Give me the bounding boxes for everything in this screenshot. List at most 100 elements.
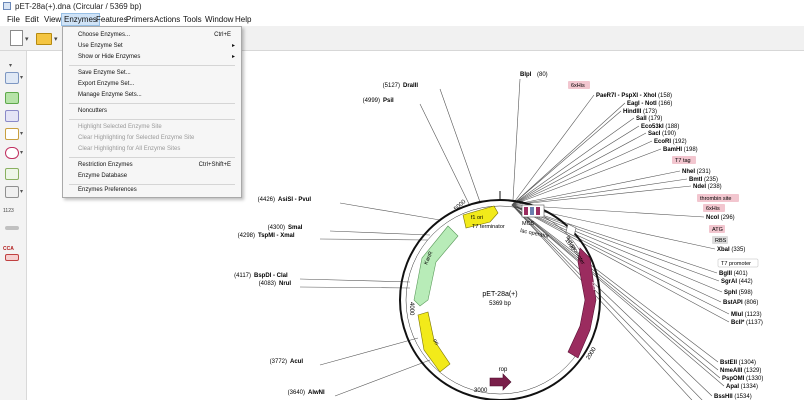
site-name[interactable]: HindIII <box>623 109 643 115</box>
site-name[interactable]: NheI <box>682 169 697 175</box>
site-saci[interactable]: SacI (190) <box>648 131 676 137</box>
site-bamhi[interactable]: BamHI (198) <box>663 147 698 153</box>
site-name[interactable]: BmtI <box>689 177 704 183</box>
site-name-psii[interactable]: PsiI <box>383 98 394 104</box>
site-name-smai[interactable]: SmaI <box>288 225 303 231</box>
translation-icon[interactable]: CCA <box>3 246 14 252</box>
site-nhei[interactable]: NheI (231) <box>682 169 711 175</box>
menu-item-manage-enzyme-sets[interactable]: Manage Enzyme Sets... <box>63 90 241 101</box>
site-sali[interactable]: SalI (179) <box>636 116 662 122</box>
site-bsshii[interactable]: BssHII (1534) <box>714 394 752 400</box>
menu-edit[interactable]: Edit <box>25 15 39 24</box>
site-mlui[interactable]: MluI (1123) <box>731 312 762 318</box>
site-name[interactable]: SgrAI <box>721 279 739 285</box>
site-nmeaiii[interactable]: NmeAIII (1329) <box>720 368 761 374</box>
site-name[interactable]: BclI* <box>731 320 746 326</box>
feature-kanr[interactable] <box>413 225 459 307</box>
menu-window[interactable]: Window <box>205 15 234 24</box>
open-folder-icon[interactable] <box>36 33 52 45</box>
orf-icon[interactable] <box>5 254 19 261</box>
enzymes-view-icon[interactable] <box>5 110 19 122</box>
menu-view[interactable]: View <box>44 15 62 24</box>
menu-item-export-enzyme-set[interactable]: Export Enzyme Set... <box>63 79 241 90</box>
primers-dropdown-icon[interactable]: ▾ <box>20 150 24 156</box>
left-toolbar-chevron-icon[interactable]: ▾ <box>9 63 13 69</box>
site-name[interactable]: EcoRI <box>654 139 673 145</box>
history-view-icon[interactable] <box>5 168 19 180</box>
site-name-asisi[interactable]: AsiSI - PvuI <box>278 197 311 203</box>
feature-rop[interactable] <box>489 373 512 391</box>
site-bstapi[interactable]: BstAPI (806) <box>723 300 758 306</box>
menu-enzymes[interactable]: Enzymes <box>61 13 100 26</box>
primers-view-icon[interactable] <box>5 147 19 159</box>
site-ecori[interactable]: EcoRI (192) <box>654 139 687 145</box>
site-name[interactable]: SalI <box>636 116 648 122</box>
site-sphi[interactable]: SphI (598) <box>724 290 753 296</box>
features-dropdown-icon[interactable]: ▾ <box>20 131 24 137</box>
open-dropdown-icon[interactable]: ▾ <box>54 36 58 43</box>
site-name-acui[interactable]: AcuI <box>290 359 303 365</box>
site-name[interactable]: BglII <box>719 271 734 277</box>
new-document-icon[interactable] <box>10 30 23 46</box>
site-pspomi[interactable]: PspOMI (1330) <box>722 376 763 382</box>
site-name[interactable]: XbaI <box>717 247 731 253</box>
menu-help[interactable]: Help <box>235 15 252 24</box>
site-eagi-noti[interactable]: EagI - NotI (166) <box>627 101 672 107</box>
site-name[interactable]: PspOMI <box>722 376 746 382</box>
site-name[interactable]: Eco53kI <box>641 124 665 130</box>
site-sgrai[interactable]: SgrAI (442) <box>721 279 753 285</box>
site-name-bspdi[interactable]: BspDI - ClaI <box>254 273 288 279</box>
feature-laci-promoter[interactable] <box>565 223 577 237</box>
feature-ori[interactable] <box>417 311 451 373</box>
menu-tools[interactable]: Tools <box>183 15 202 24</box>
menu-item-noncutters[interactable]: Noncutters <box>63 106 241 117</box>
site-xbai[interactable]: XbaI (335) <box>717 247 745 253</box>
menu-file[interactable]: File <box>7 15 20 24</box>
menu-item-save-enzyme-set[interactable]: Save Enzyme Set... <box>63 68 241 79</box>
menu-item-enzymes-preferences[interactable]: Enzymes Preferences <box>63 185 241 196</box>
site-bcli[interactable]: BclI* (1137) <box>731 320 763 326</box>
site-name-tspmi[interactable]: TspMI - XmaI <box>258 233 295 239</box>
site-name[interactable]: MluI <box>731 312 745 318</box>
site-paer7i-pspxi-xhoi[interactable]: PaeR7I - PspXI - XhoI (158) <box>596 93 672 99</box>
ruler-icon[interactable] <box>5 226 19 230</box>
site-bsteii[interactable]: BstEII (1304) <box>720 360 756 366</box>
zoom-icon[interactable] <box>5 186 19 198</box>
site-apai[interactable]: ApaI (1334) <box>726 384 758 390</box>
site-name[interactable]: SacI <box>648 131 662 137</box>
site-name[interactable]: BamHI <box>663 147 684 153</box>
sequence-view-icon[interactable] <box>5 92 19 104</box>
site-name[interactable]: NcoI <box>706 215 721 221</box>
site-name-blpi[interactable]: BlpI <box>520 72 532 78</box>
zoom-dropdown-icon[interactable]: ▾ <box>20 189 24 195</box>
features-view-icon[interactable] <box>5 128 19 140</box>
new-dropdown-icon[interactable]: ▾ <box>25 36 29 43</box>
menu-item-enzyme-database[interactable]: Enzyme Database <box>63 171 241 182</box>
feature-f1-ori[interactable] <box>462 205 499 229</box>
site-name[interactable]: BstEII <box>720 360 739 366</box>
menu-item-show-hide-enzymes[interactable]: Show or Hide Enzymes ▸ <box>63 52 241 63</box>
menu-features[interactable]: Features <box>96 15 128 24</box>
site-ncoi[interactable]: NcoI (296) <box>706 215 735 221</box>
site-name-nrui[interactable]: NruI <box>279 281 291 287</box>
site-bmti[interactable]: BmtI (235) <box>689 177 718 183</box>
site-hindiii[interactable]: HindIII (173) <box>623 109 657 115</box>
map-view-dropdown-icon[interactable]: ▾ <box>20 75 24 81</box>
site-eco53ki[interactable]: Eco53kI (188) <box>641 124 679 130</box>
site-name[interactable]: ApaI <box>726 384 741 390</box>
menu-primers[interactable]: Primers <box>126 15 154 24</box>
map-view-icon[interactable] <box>5 72 19 84</box>
menu-item-restriction-enzymes[interactable]: Restriction Enzymes Ctrl+Shift+E <box>63 160 241 171</box>
site-name-draiii[interactable]: DraIII <box>403 83 418 89</box>
menu-item-use-enzyme-set[interactable]: Use Enzyme Set ▸ <box>63 41 241 52</box>
site-name[interactable]: EagI - NotI <box>627 101 658 107</box>
menu-actions[interactable]: Actions <box>154 15 181 24</box>
site-ndei[interactable]: NdeI (238) <box>693 184 722 190</box>
site-name-alwni[interactable]: AlwNI <box>308 390 325 396</box>
site-name[interactable]: NmeAIII <box>720 368 744 374</box>
site-name[interactable]: BstAPI <box>723 300 744 306</box>
site-name[interactable]: NdeI <box>693 184 708 190</box>
site-name[interactable]: SphI <box>724 290 739 296</box>
site-name[interactable]: PaeR7I - PspXI - XhoI <box>596 93 658 99</box>
feature-laci[interactable] <box>567 247 597 359</box>
